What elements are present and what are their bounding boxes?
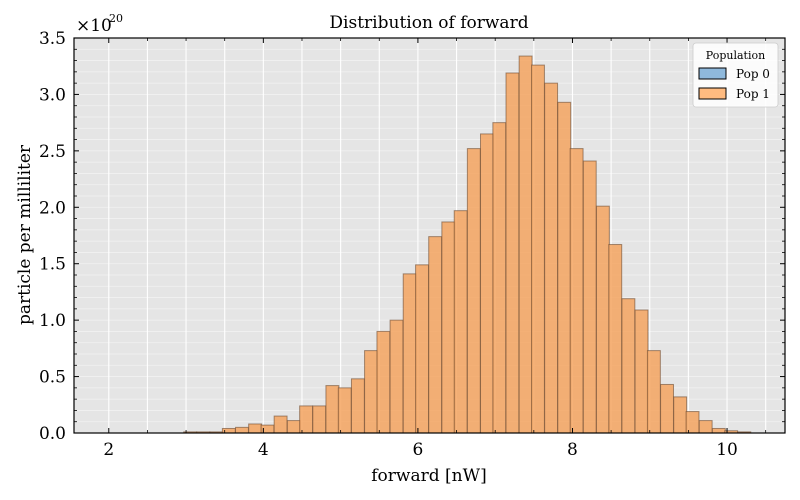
histogram-bar (402, 273, 417, 434)
histogram-bar (544, 82, 559, 434)
histogram-bar (660, 383, 674, 434)
y-tick-label: 1.5 (39, 255, 66, 275)
y-offset-multiplier: ×10 (76, 16, 112, 36)
y-tick-label: 1.0 (39, 311, 66, 331)
histogram-bar (711, 427, 726, 434)
chart-title: Distribution of forward (329, 13, 528, 33)
histogram-bar (350, 378, 365, 434)
histogram-bar (312, 405, 327, 434)
x-tick-label: 10 (716, 440, 738, 460)
legend-label-pop-1: Pop 1 (736, 87, 770, 101)
x-tick-label: 2 (103, 440, 114, 460)
y-tick-label: 0.0 (39, 424, 66, 444)
histogram-bar (621, 298, 636, 434)
histogram-bar (325, 385, 340, 434)
histogram-bar (608, 244, 623, 434)
histogram-bar (582, 160, 597, 434)
x-tick-label: 8 (567, 440, 578, 460)
legend-label-pop-0: Pop 0 (736, 67, 770, 81)
x-tick-label: 4 (258, 440, 269, 460)
histogram-bar (428, 236, 443, 434)
histogram-bar (646, 350, 661, 434)
axes-border (73, 37, 786, 434)
histogram-bar (557, 101, 572, 434)
x-tick-label: 6 (412, 440, 423, 460)
histogram-bar (569, 148, 584, 434)
y-tick-label: 0.5 (39, 368, 66, 388)
y-tick-label: 3.0 (39, 85, 66, 105)
histogram-bar (518, 55, 533, 434)
legend-title: Population (706, 49, 765, 62)
histogram-bar (235, 426, 249, 434)
y-offset-exponent: 20 (109, 12, 123, 25)
histogram-bar (505, 72, 520, 434)
histogram-bars (183, 55, 752, 434)
histogram-bar (685, 411, 700, 434)
histogram-bar (441, 221, 456, 434)
axes-frame (73, 37, 786, 434)
histogram-bar (466, 148, 481, 434)
histogram-bar (595, 205, 610, 434)
histogram-bar (531, 64, 545, 434)
histogram-bar (698, 420, 713, 434)
legend: Population Pop 0 Pop 1 (692, 42, 779, 108)
histogram-bar (480, 133, 494, 434)
histogram-bar (415, 264, 429, 434)
histogram-bar (337, 387, 352, 434)
histogram-bar (248, 423, 263, 434)
y-tick-label: 2.0 (39, 198, 66, 218)
histogram-bar (376, 330, 391, 434)
histogram-bar (453, 210, 468, 434)
y-tick-label: 2.5 (39, 142, 66, 162)
histogram-bar (364, 350, 378, 434)
y-offset-label: ×10 20 (76, 12, 123, 36)
legend-swatch-pop-1 (698, 87, 727, 100)
legend-swatch-pop-0 (698, 67, 727, 80)
histogram-bar (286, 420, 301, 434)
histogram-bar (492, 122, 507, 434)
y-axis-label: particle per milliliter (15, 144, 35, 325)
histogram-bar (299, 405, 314, 434)
x-axis-label: forward [nW] (371, 466, 486, 486)
histogram-bar (673, 396, 688, 434)
y-tick-label: 3.5 (39, 29, 66, 49)
histogram-bar (389, 319, 404, 434)
axis-ticks: 2 4 6 8 10 0.0 0.5 1.0 1.5 2.0 2.5 3.0 3.5 (39, 29, 785, 460)
histogram-bar (273, 415, 288, 434)
histogram-bar (634, 309, 649, 434)
